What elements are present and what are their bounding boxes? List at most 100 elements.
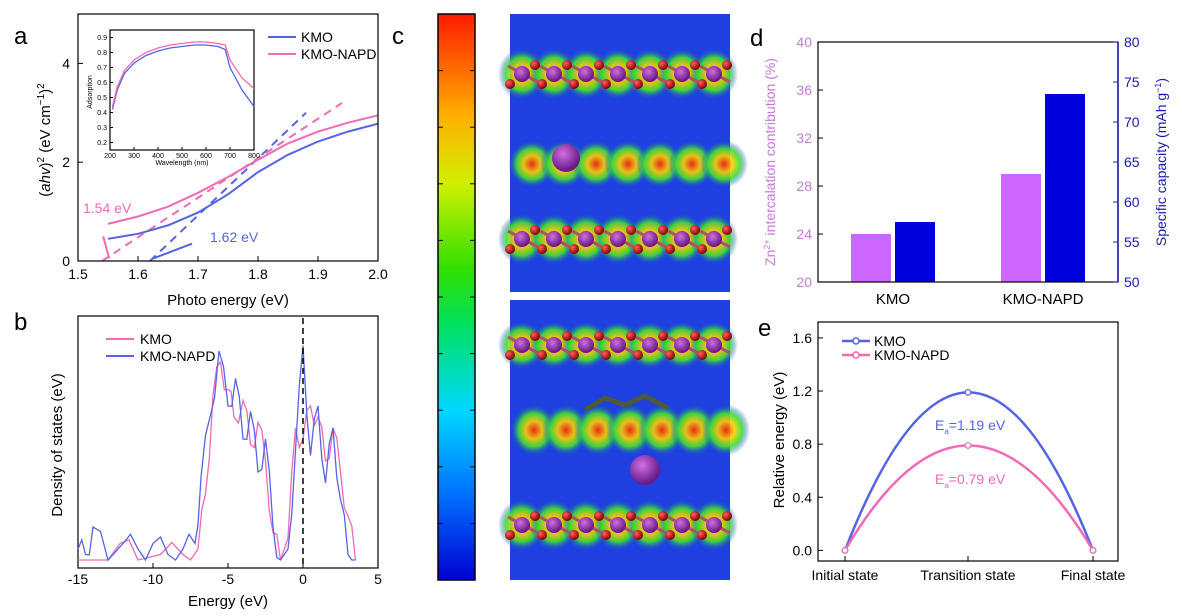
x-tick-label: -10 [143, 571, 163, 587]
o-atom [658, 331, 668, 341]
inset-x-tick-label: 200 [104, 153, 116, 160]
o-atom [530, 60, 540, 70]
x-tick-label: 1.8 [248, 266, 268, 282]
o-atom [594, 60, 604, 70]
y-tick-label: 0.8 [793, 436, 813, 452]
x-tick-label: Initial state [812, 567, 879, 583]
o-atom [626, 331, 636, 341]
panel-d-ticks: 20 24 28 32 36 40 50 55 60 65 70 75 80 [796, 34, 1139, 290]
inset-ticks: 200 300 400 500 600 700 800 0.2 0.3 0.4 0.5 0.6 0.7 0… [97, 35, 260, 160]
inset-y-tick-label: 0.4 [97, 110, 107, 117]
o-atom [697, 244, 707, 254]
o-atom [690, 60, 700, 70]
o-atom [537, 350, 547, 360]
mn-atom [578, 66, 594, 82]
panel-b-axes-frame [77, 315, 379, 569]
inset-x-tick-label: 300 [128, 153, 140, 160]
inset-x-tick-label: 600 [200, 153, 212, 160]
o-atom [697, 350, 707, 360]
y-tick-label: 2 [62, 154, 70, 170]
right-y-tick-label: 55 [1124, 234, 1140, 250]
right-y-tick-label: 60 [1124, 194, 1140, 210]
y-tick-label: 4 [62, 55, 70, 71]
o-atom [537, 244, 547, 254]
x-tick-label: Final state [1061, 567, 1126, 583]
x-tick-label: Transition state [920, 567, 1015, 583]
bar-capacity-kmo-napd [1045, 94, 1085, 282]
o-atom [633, 79, 643, 89]
o-atom [665, 79, 675, 89]
dos-series-kmo [78, 360, 357, 561]
legend-label-kmo-napd: KMO-NAPD [874, 347, 949, 363]
annotation-ea-kmo: Ea=1.19 eV [935, 417, 1006, 436]
panel-c: c [392, 13, 750, 581]
mn-atom [642, 517, 658, 533]
right-y-tick-label: 75 [1124, 74, 1140, 90]
panel-b-ylabel: Density of states (eV) [49, 373, 66, 516]
o-atom [601, 350, 611, 360]
mn-atom [514, 231, 530, 247]
left-y-tick-label: 32 [796, 130, 812, 146]
napd-molecule [583, 393, 670, 413]
mn-atom [514, 337, 530, 353]
panel-b: b -15 -10 -5 0 5 Energy (eV) Density of stat… [14, 309, 382, 610]
o-atom [722, 511, 732, 521]
x-tick-label: 1.5 [68, 266, 88, 282]
mn-atom [578, 231, 594, 247]
panel-b-plot-area [77, 345, 357, 562]
mn-atom [642, 66, 658, 82]
o-atom [530, 511, 540, 521]
k-ion [630, 455, 660, 485]
state-marker [1089, 546, 1097, 554]
inset-x-tick-label: 400 [152, 153, 164, 160]
charge-density-map-bottom [498, 300, 750, 580]
x-tick-label: 5 [374, 571, 382, 587]
bar-intercalation-kmo-napd [1001, 174, 1041, 282]
inset-series-kmo [111, 44, 255, 110]
mn-atom [674, 337, 690, 353]
mn-atom [706, 517, 722, 533]
k-ion [552, 144, 580, 172]
panel-b-legend: KMO KMO-NAPD [106, 331, 215, 364]
o-atom [633, 350, 643, 360]
annotation-1-62ev: 1.62 eV [210, 229, 259, 245]
o-atom [530, 225, 540, 235]
mn-atom [514, 66, 530, 82]
panel-e-legend: KMO KMO-NAPD [842, 333, 949, 363]
o-atom [562, 331, 572, 341]
inset-y-tick-label: 0.6 [97, 80, 107, 87]
x-tick-label: 0 [299, 571, 307, 587]
o-atom [569, 530, 579, 540]
legend-label-kmo: KMO [301, 29, 333, 45]
mn-atom [642, 231, 658, 247]
o-atom [569, 79, 579, 89]
mn-atom [546, 66, 562, 82]
bar-capacity-kmo [895, 222, 935, 282]
panel-b-ticks: -15 -10 -5 0 5 [68, 563, 382, 587]
state-marker [841, 546, 849, 554]
density-blob [702, 404, 750, 456]
category-label-kmo: KMO [876, 291, 910, 308]
o-atom [601, 530, 611, 540]
o-atom [505, 79, 515, 89]
inset-x-tick-label: 700 [224, 153, 236, 160]
right-y-tick-label: 65 [1124, 154, 1140, 170]
inset-y-tick-label: 0.9 [97, 35, 107, 42]
o-atom [505, 244, 515, 254]
panel-b-xlabel: Energy (eV) [188, 593, 268, 610]
category-label-kmo-napd: KMO-NAPD [1003, 291, 1084, 308]
x-tick-label: -5 [222, 571, 235, 587]
o-atom [505, 530, 515, 540]
mn-atom [706, 337, 722, 353]
mn-atom [546, 337, 562, 353]
mn-atom [546, 231, 562, 247]
annotation-ea-kmo-napd: Ea=0.79 eV [935, 471, 1006, 490]
x-tick-label: 1.9 [308, 266, 328, 282]
o-atom [626, 225, 636, 235]
panel-a-xlabel: Photo energy (eV) [167, 292, 289, 309]
mn-atom [674, 66, 690, 82]
panel-a-legend: KMO KMO-NAPD [268, 29, 376, 62]
o-atom [594, 225, 604, 235]
right-y-tick-label: 70 [1124, 114, 1140, 130]
mn-atom [610, 66, 626, 82]
